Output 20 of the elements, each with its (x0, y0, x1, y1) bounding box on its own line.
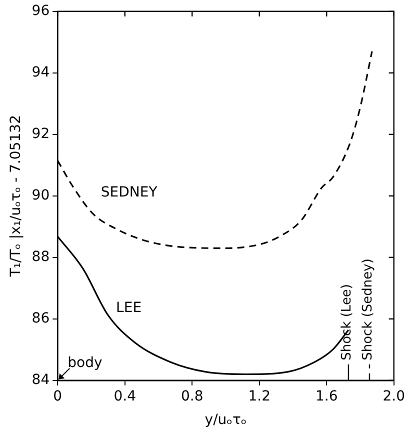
ref-line-label: Shock (Lee) (339, 284, 354, 360)
y-tick-label: 86 (32, 310, 50, 327)
x-tick-label: 0.8 (180, 388, 204, 404)
ref-line-label: Shock (Sedney) (360, 258, 376, 360)
y-tick-label: 88 (32, 249, 50, 266)
x-tick-label: 1.2 (248, 388, 270, 404)
y-tick-label: 92 (32, 126, 50, 142)
x-tick-label: 0 (53, 388, 62, 404)
series-label: SEDNEY (100, 184, 158, 200)
series-label: LEE (116, 300, 142, 316)
x-tick-label: 1.6 (315, 388, 338, 404)
y-axis-title: T₁/Tₒ |x₁/uₒτₒ - 7.05132 (8, 115, 24, 278)
y-tick-label: 94 (32, 64, 50, 81)
x-axis-title: y/uₒτₒ (204, 412, 247, 428)
x-tick-label: 2.0 (382, 388, 405, 404)
y-tick-label: 96 (32, 3, 50, 20)
x-tick-label: 0.4 (114, 388, 136, 404)
y-tick-label: 84 (32, 372, 50, 388)
y-tick-label: 90 (32, 188, 50, 204)
annotation: body (68, 355, 102, 372)
